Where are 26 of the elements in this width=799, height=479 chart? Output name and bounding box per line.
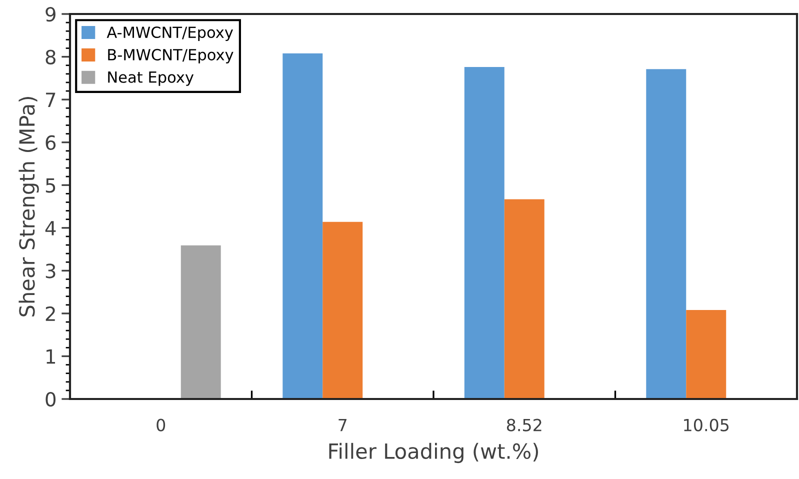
legend-label: A-MWCNT/Epoxy bbox=[106, 26, 233, 42]
y-tick-label: 6 bbox=[46, 135, 56, 150]
y-tick-label: 8 bbox=[46, 50, 56, 64]
bar bbox=[464, 67, 504, 399]
x-tick-label: 10.05 bbox=[684, 418, 729, 432]
x-tick-label: 0 bbox=[156, 418, 166, 432]
y-tick-label: 4 bbox=[45, 221, 56, 236]
bar bbox=[686, 310, 726, 399]
x-axis-title: Filler Loading (wt.%) bbox=[329, 442, 538, 464]
y-tick-label: 3 bbox=[46, 264, 56, 278]
y-tick-label: 1 bbox=[46, 349, 56, 364]
bar bbox=[646, 69, 686, 399]
bar bbox=[180, 245, 221, 399]
y-tick-label: 0 bbox=[46, 392, 56, 407]
y-tick-label: 9 bbox=[46, 6, 56, 22]
legend-label: B-MWCNT/Epoxy bbox=[108, 48, 234, 64]
bar bbox=[504, 199, 544, 399]
y-tick-label: 5 bbox=[46, 178, 56, 193]
y-tick-label: 7 bbox=[46, 92, 56, 107]
bar bbox=[322, 222, 363, 399]
y-tick-label: 2 bbox=[46, 306, 55, 321]
x-tick-label: 8.52 bbox=[506, 418, 542, 432]
bar bbox=[282, 53, 323, 399]
legend-label: Neat Epoxy bbox=[108, 72, 194, 86]
y-axis-title: Shear Strength (MPa) bbox=[18, 97, 39, 316]
x-tick-label: 7 bbox=[338, 418, 347, 432]
